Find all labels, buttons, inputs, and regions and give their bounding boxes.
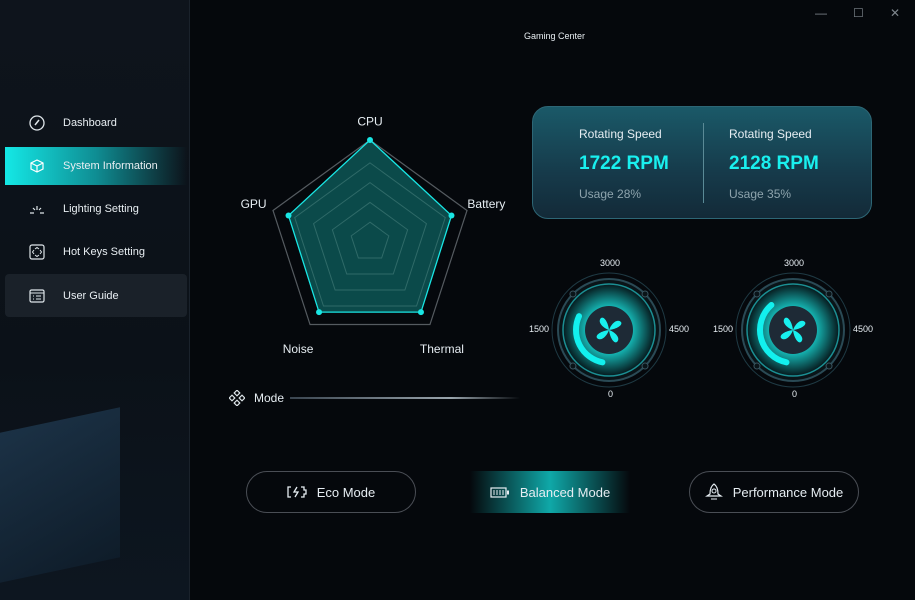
fan-blade bbox=[609, 320, 622, 330]
radar-point-gpu bbox=[285, 212, 292, 219]
fan-blade bbox=[793, 320, 806, 330]
maximize-button[interactable]: ☐ bbox=[853, 6, 864, 20]
radar-data-area bbox=[287, 139, 453, 313]
radar-axis-label: GPU bbox=[241, 197, 267, 211]
mode-label: Mode bbox=[254, 391, 285, 405]
balanced-mode-button[interactable]: Balanced Mode bbox=[470, 471, 630, 513]
fan-2-speed: Rotating Speed 2128 RPM Usage 35% bbox=[729, 127, 819, 201]
close-button[interactable]: ✕ bbox=[890, 6, 901, 20]
gauge-speed-arc bbox=[573, 313, 606, 366]
radar-chart: CPU Battery Thermal Noise GPU bbox=[241, 115, 506, 356]
gauge-outer-ring bbox=[551, 272, 667, 388]
sidebar-item-label: System Information bbox=[63, 160, 158, 172]
fan-blade bbox=[793, 330, 803, 343]
speedometer-icon bbox=[28, 114, 46, 132]
radar-point-noise bbox=[316, 309, 323, 316]
fan-2-rpm: 2128 RPM bbox=[729, 153, 819, 174]
radar-outer-ring bbox=[272, 139, 468, 326]
fan-speed-card: Rotating Speed 1722 RPM Usage 28% Rotati… bbox=[532, 106, 872, 219]
tick-left: 1500 bbox=[713, 324, 734, 334]
fan-1-speed: Rotating Speed 1722 RPM Usage 28% bbox=[579, 127, 669, 201]
fan-1-label: Rotating Speed bbox=[579, 127, 662, 141]
fan-1-rpm: 1722 RPM bbox=[579, 153, 669, 174]
gauge-bolt bbox=[569, 290, 577, 298]
performance-mode-label: Performance Mode bbox=[732, 484, 844, 500]
sidebar-item-user-guide[interactable]: User Guide bbox=[5, 274, 187, 317]
fan-2-usage: Usage 35% bbox=[729, 187, 792, 201]
fan-blade bbox=[783, 317, 793, 330]
gauge-bolt bbox=[753, 362, 761, 370]
fan-2-label: Rotating Speed bbox=[729, 127, 812, 141]
mode-section-label: Mode bbox=[229, 390, 284, 406]
performance-mode-button[interactable]: Performance Mode bbox=[689, 471, 859, 513]
sidebar-decoration bbox=[0, 407, 120, 583]
radar-axis-label: Battery bbox=[467, 197, 505, 211]
radar-grid-ring bbox=[294, 162, 446, 307]
fan-icon bbox=[780, 317, 806, 343]
fan-gauge-graphic bbox=[551, 272, 667, 388]
tick-bottom: 0 bbox=[608, 389, 614, 399]
fan-icon bbox=[596, 317, 622, 343]
sidebar-item-lighting-setting[interactable]: Lighting Setting bbox=[5, 190, 187, 228]
fan-gauge-graphic bbox=[735, 272, 851, 388]
minimize-button[interactable]: — bbox=[815, 6, 827, 20]
sidebar-item-dashboard[interactable]: Dashboard bbox=[5, 104, 187, 142]
gauge-bolt bbox=[753, 290, 761, 298]
fan-blade bbox=[780, 330, 793, 340]
sidebar-item-label: Hot Keys Setting bbox=[63, 246, 145, 258]
gauge-bolt bbox=[641, 290, 649, 298]
fan-2-gauge: 3000 1500 4500 0 bbox=[713, 258, 873, 403]
keys-icon bbox=[28, 243, 46, 261]
sidebar-item-label: Dashboard bbox=[63, 117, 117, 129]
radar-axis-label: Thermal bbox=[420, 342, 464, 356]
fan-1-usage: Usage 28% bbox=[579, 187, 642, 201]
fan-1-gauge: 3000 1500 4500 0 bbox=[529, 258, 689, 403]
radar-point-thermal bbox=[417, 309, 424, 316]
sidebar-item-label: User Guide bbox=[63, 289, 119, 302]
radar-axis-label: CPU bbox=[357, 115, 382, 129]
radar-point-battery bbox=[448, 212, 455, 219]
gauge-speed-arc bbox=[757, 302, 790, 366]
radar-point-cpu bbox=[367, 137, 373, 143]
sidebar-item-hot-keys-setting[interactable]: Hot Keys Setting bbox=[5, 233, 187, 271]
tick-top: 3000 bbox=[600, 258, 621, 268]
sidebar-item-system-information[interactable]: System Information bbox=[5, 147, 187, 185]
eco-battery-icon bbox=[287, 486, 307, 498]
window-title: Gaming Center bbox=[524, 31, 586, 41]
radar-grid-ring bbox=[350, 221, 390, 259]
mode-divider bbox=[290, 397, 520, 399]
fan-blade bbox=[599, 317, 609, 330]
tick-right: 4500 bbox=[669, 324, 690, 334]
fan-blade bbox=[609, 330, 619, 343]
radar-axis-label: Noise bbox=[283, 342, 314, 356]
guide-icon bbox=[28, 287, 46, 305]
card-divider bbox=[703, 123, 704, 203]
gauge-bolt bbox=[825, 290, 833, 298]
eco-mode-button[interactable]: Eco Mode bbox=[246, 471, 416, 513]
sidebar-item-label: Lighting Setting bbox=[63, 203, 139, 215]
fan-blade bbox=[596, 330, 609, 340]
gauge-bolt bbox=[569, 362, 577, 370]
light-icon bbox=[28, 200, 46, 218]
mode-icon bbox=[229, 390, 245, 406]
gauge-bolt bbox=[825, 362, 833, 370]
eco-mode-label: Eco Mode bbox=[316, 484, 376, 500]
tick-left: 1500 bbox=[529, 324, 550, 334]
rocket-icon bbox=[704, 483, 723, 501]
radar-grid-ring bbox=[331, 201, 409, 275]
tick-top: 3000 bbox=[784, 258, 805, 268]
sidebar: Dashboard System Information Lighting Se… bbox=[0, 0, 190, 600]
cube-icon bbox=[28, 157, 46, 175]
gauge-outer-ring bbox=[735, 272, 851, 388]
gauge-bolt bbox=[641, 362, 649, 370]
tick-bottom: 0 bbox=[792, 389, 798, 399]
battery-icon bbox=[490, 486, 510, 498]
tick-right: 4500 bbox=[853, 324, 874, 334]
balanced-mode-label: Balanced Mode bbox=[519, 484, 611, 500]
radar-grid-ring bbox=[312, 182, 428, 291]
